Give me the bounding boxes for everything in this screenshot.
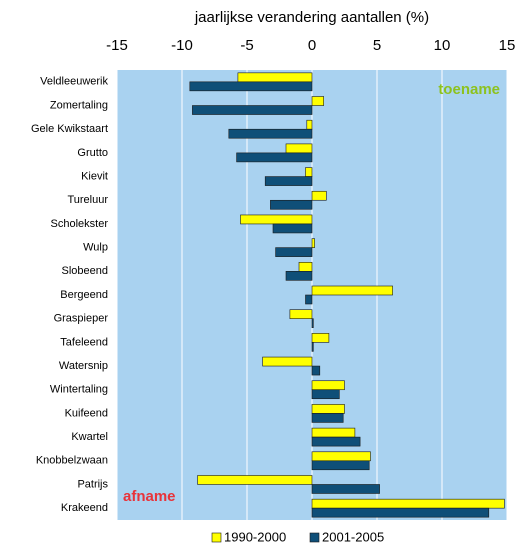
bar bbox=[311, 238, 315, 248]
y-tick-label: Kwartel bbox=[71, 431, 108, 443]
bar bbox=[311, 96, 324, 106]
bar bbox=[264, 176, 313, 186]
x-tick-label: 10 bbox=[434, 37, 451, 54]
bar bbox=[311, 498, 505, 509]
bar bbox=[311, 342, 314, 352]
bar bbox=[311, 380, 345, 391]
bar bbox=[197, 475, 313, 485]
bar bbox=[311, 285, 393, 296]
legend-label: 1990-2000 bbox=[224, 529, 286, 544]
bar bbox=[311, 436, 361, 447]
bar bbox=[311, 404, 345, 414]
y-tick-label: Gele Kwikstaart bbox=[31, 123, 108, 135]
x-tick-label: 5 bbox=[373, 37, 381, 54]
bar bbox=[240, 214, 313, 225]
bar bbox=[311, 451, 371, 462]
bar bbox=[192, 105, 313, 115]
y-tick-label: Kievit bbox=[81, 170, 108, 182]
y-tick-label: Zomertaling bbox=[50, 99, 108, 111]
bar bbox=[237, 72, 313, 83]
chart-title: jaarlijkse verandering aantallen (%) bbox=[194, 9, 429, 26]
bar bbox=[311, 484, 380, 494]
legend-swatch bbox=[309, 532, 320, 543]
y-tick-label: Wulp bbox=[83, 242, 108, 254]
bar bbox=[311, 190, 327, 201]
y-tick-label: Krakeend bbox=[61, 502, 108, 514]
x-tick-label: -5 bbox=[240, 37, 253, 54]
bar bbox=[311, 389, 340, 400]
y-tick-label: Scholekster bbox=[51, 218, 109, 230]
y-tick-label: Watersnip bbox=[59, 360, 108, 372]
y-tick-label: Veldleeuwerik bbox=[40, 76, 108, 88]
y-tick-label: Graspieper bbox=[54, 313, 109, 325]
bar bbox=[236, 152, 313, 163]
bar bbox=[289, 309, 313, 319]
bar bbox=[311, 413, 344, 423]
bar bbox=[311, 427, 356, 438]
y-tick-label: Bergeend bbox=[60, 289, 108, 301]
x-tick-label: -10 bbox=[171, 37, 193, 54]
bar bbox=[311, 460, 370, 471]
bar bbox=[189, 81, 313, 92]
annotation: toename bbox=[438, 81, 500, 98]
bar bbox=[270, 199, 313, 210]
bar bbox=[262, 356, 313, 367]
bar bbox=[311, 333, 330, 343]
x-tick-label: -15 bbox=[106, 37, 128, 54]
annotation: afname bbox=[123, 488, 176, 505]
x-tick-label: 0 bbox=[308, 37, 316, 54]
bar bbox=[306, 119, 313, 130]
y-tick-label: Wintertaling bbox=[50, 384, 108, 396]
bar bbox=[311, 507, 490, 518]
bar bbox=[298, 262, 313, 272]
y-tick-label: Patrijs bbox=[77, 478, 108, 490]
y-tick-label: Slobeend bbox=[62, 265, 109, 277]
x-tick-label: 15 bbox=[499, 37, 516, 54]
bar bbox=[285, 143, 313, 154]
y-tick-label: Tureluur bbox=[67, 194, 108, 206]
bar bbox=[275, 247, 313, 257]
y-tick-label: Tafeleend bbox=[60, 336, 108, 348]
bar bbox=[311, 365, 321, 376]
y-tick-label: Knobbelzwaan bbox=[36, 455, 108, 467]
legend-swatch bbox=[211, 532, 222, 543]
y-tick-label: Grutto bbox=[77, 147, 108, 159]
bar bbox=[285, 271, 313, 281]
bar bbox=[228, 128, 313, 139]
legend-label: 2001-2005 bbox=[322, 529, 384, 544]
y-tick-label: Kuifeend bbox=[65, 407, 108, 419]
bar bbox=[272, 223, 313, 234]
bar bbox=[311, 318, 314, 328]
bar bbox=[305, 167, 313, 177]
bar bbox=[305, 294, 313, 305]
